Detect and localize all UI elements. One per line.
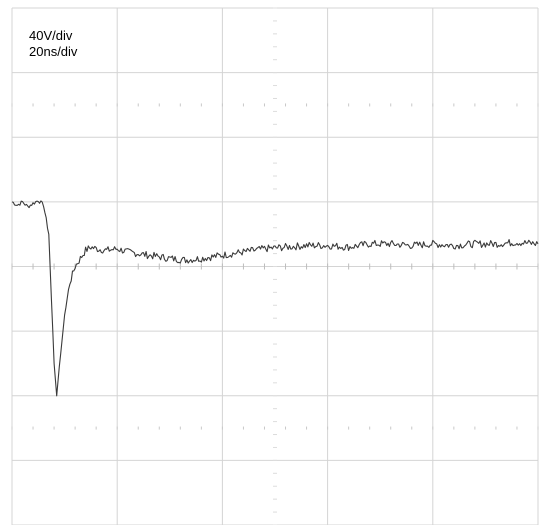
center-axis-ticks	[11, 7, 539, 526]
waveform-trace	[11, 200, 539, 397]
horizontal-scale-label: 20ns/div	[29, 44, 78, 59]
vertical-scale-label: 40V/div	[29, 28, 73, 43]
